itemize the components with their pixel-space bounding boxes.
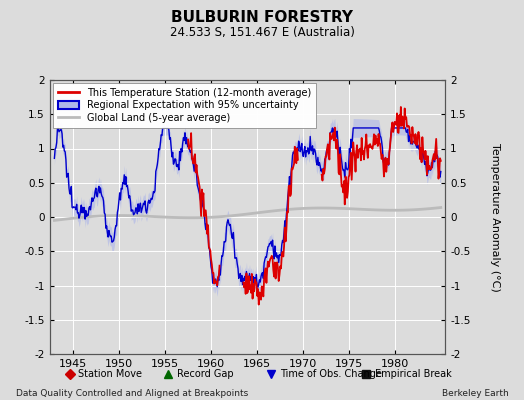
Y-axis label: Temperature Anomaly (°C): Temperature Anomaly (°C)	[490, 143, 500, 291]
Text: 24.533 S, 151.467 E (Australia): 24.533 S, 151.467 E (Australia)	[170, 26, 354, 39]
Legend: This Temperature Station (12-month average), Regional Expectation with 95% uncer: This Temperature Station (12-month avera…	[53, 83, 316, 128]
Text: BULBURIN FORESTRY: BULBURIN FORESTRY	[171, 10, 353, 25]
Text: Berkeley Earth: Berkeley Earth	[442, 389, 508, 398]
Text: Station Move: Station Move	[78, 369, 142, 379]
Text: Time of Obs. Change: Time of Obs. Change	[280, 369, 382, 379]
Text: Data Quality Controlled and Aligned at Breakpoints: Data Quality Controlled and Aligned at B…	[16, 389, 248, 398]
Text: Empirical Break: Empirical Break	[375, 369, 452, 379]
Text: Record Gap: Record Gap	[177, 369, 234, 379]
